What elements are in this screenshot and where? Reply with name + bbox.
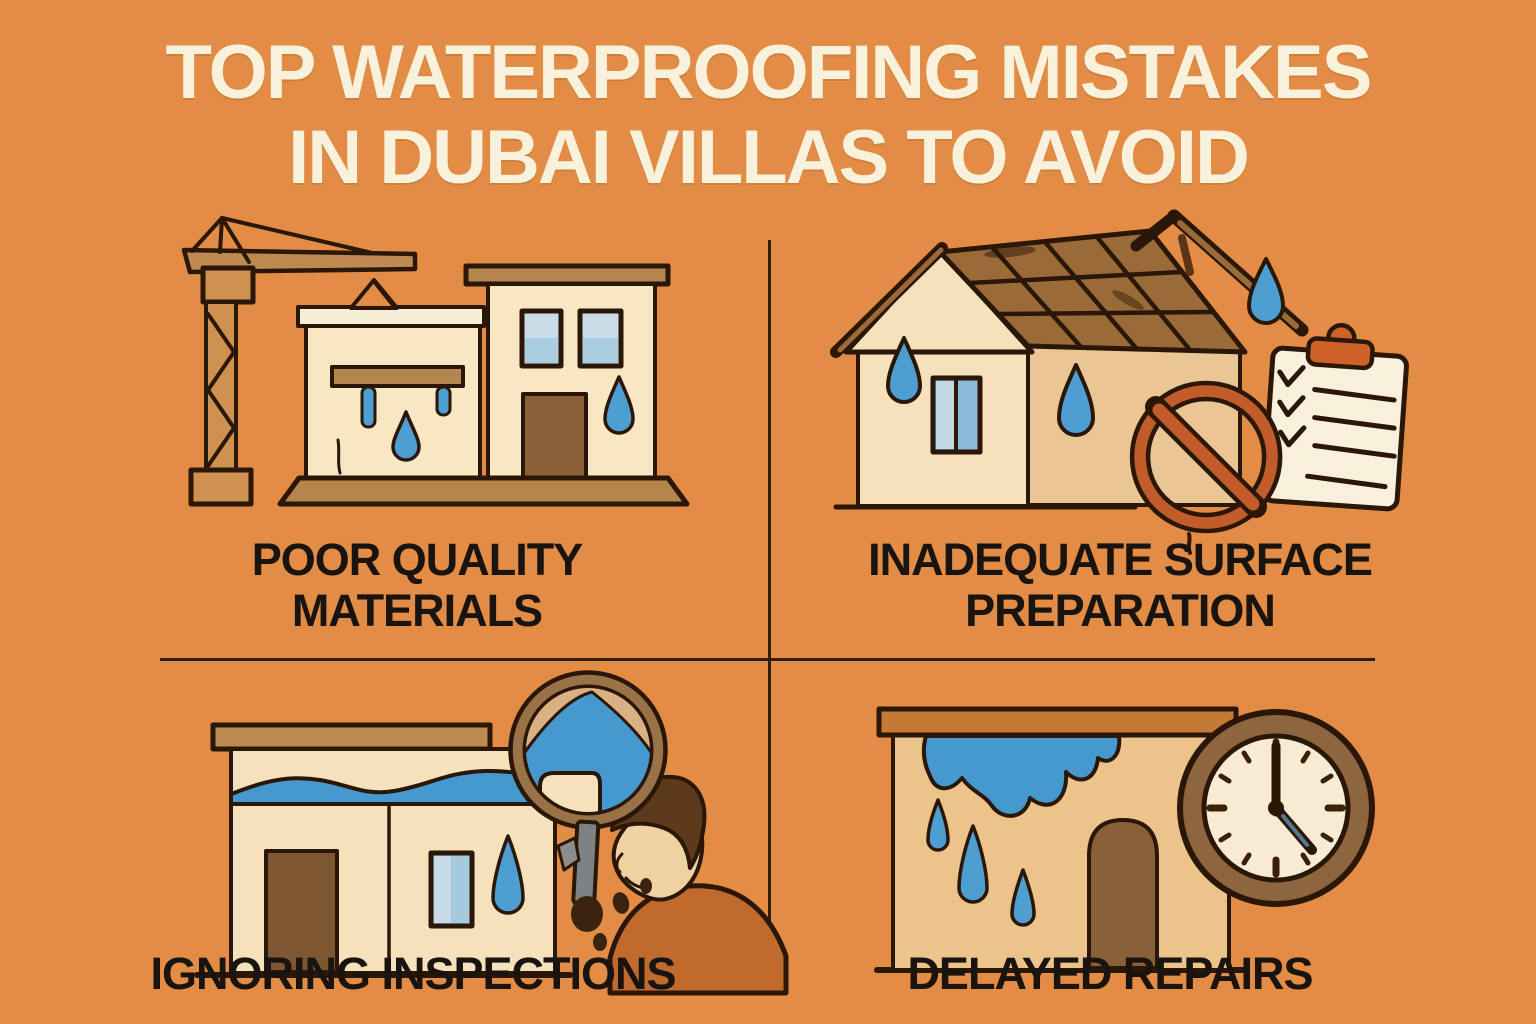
water-leak-blob [921, 734, 1122, 818]
water-drip-icon [435, 385, 452, 417]
section-label-ignoring-inspections: IGNORING INSPECTIONS [150, 948, 676, 999]
title-line-1: TOP WATERPROOFING MISTAKES [165, 30, 1373, 115]
water-drop-icon [391, 410, 421, 462]
horizontal-divider [160, 658, 1375, 661]
inspector-person [607, 774, 789, 996]
door-icon [1087, 818, 1159, 970]
no-entry-icon [1129, 380, 1283, 555]
title-line-2: IN DUBAI VILLAS TO AVOID [288, 115, 1250, 201]
door-icon [521, 392, 588, 484]
section-label-delayed-repairs: DELAYED REPAIRS [907, 948, 1313, 999]
water-drop-icon [957, 824, 989, 904]
wall-clock-icon [1177, 709, 1375, 907]
ground-platform [277, 475, 690, 507]
door-icon [264, 849, 339, 974]
house-with-tiled-roof [830, 209, 1309, 510]
leaking-wall-house [876, 706, 1239, 972]
leaking-building-left [296, 278, 486, 481]
leaking-building-right [463, 263, 671, 484]
section-label-inadequate-surface-preparation: INADEQUATE SURFACE PREPARATION [868, 534, 1373, 637]
section-label-poor-quality-materials: POOR QUALITY MATERIALS [251, 534, 584, 637]
water-drop-icon [1057, 363, 1095, 437]
water-drop-icon [603, 375, 635, 435]
water-drop-icon [1247, 257, 1285, 325]
water-drip-icon [360, 385, 377, 429]
magnifying-glass-icon [508, 670, 668, 951]
illustration-delayed-repairs [874, 706, 1375, 973]
water-drop-icon [1010, 868, 1036, 927]
water-drop-icon [491, 834, 525, 915]
illustration-ignoring-inspections [194, 670, 789, 996]
vertical-divider [768, 240, 771, 988]
water-drop-icon [926, 798, 950, 852]
page-title: TOP WATERPROOFING MISTAKES IN DUBAI VILL… [0, 30, 1536, 200]
illustration-poor-quality-materials [181, 216, 690, 507]
water-drop-icon [886, 336, 922, 404]
checklist-icon [1260, 322, 1409, 512]
tower-crane-icon [181, 216, 418, 507]
illustration-inadequate-surface-preparation [830, 209, 1409, 555]
